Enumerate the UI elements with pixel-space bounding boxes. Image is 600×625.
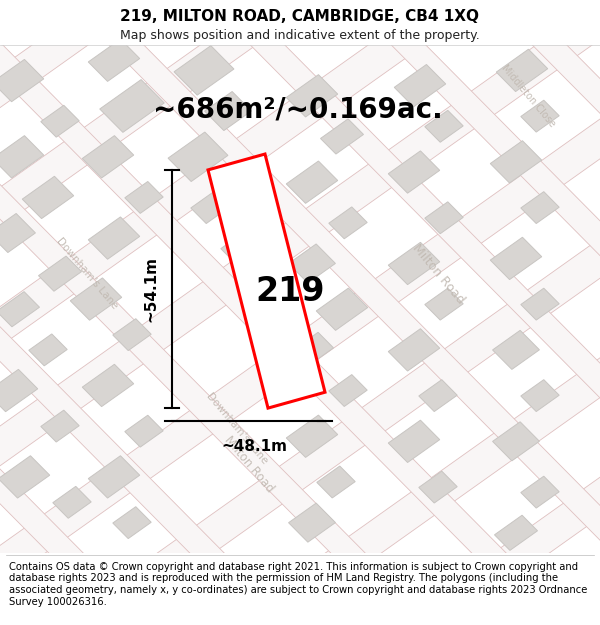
Polygon shape bbox=[116, 0, 600, 545]
Polygon shape bbox=[191, 192, 229, 224]
Polygon shape bbox=[388, 242, 440, 284]
Polygon shape bbox=[82, 136, 134, 178]
Polygon shape bbox=[38, 256, 82, 291]
Polygon shape bbox=[0, 369, 38, 412]
Polygon shape bbox=[33, 0, 600, 604]
Polygon shape bbox=[394, 64, 446, 107]
Polygon shape bbox=[317, 466, 355, 498]
Polygon shape bbox=[329, 207, 367, 239]
Polygon shape bbox=[529, 0, 600, 251]
Polygon shape bbox=[329, 374, 367, 406]
Polygon shape bbox=[289, 244, 335, 283]
Text: Milton Road: Milton Road bbox=[221, 433, 277, 495]
Polygon shape bbox=[286, 74, 338, 117]
Polygon shape bbox=[521, 476, 559, 508]
Polygon shape bbox=[22, 176, 74, 219]
Polygon shape bbox=[364, 0, 600, 369]
Polygon shape bbox=[425, 111, 463, 142]
Polygon shape bbox=[0, 0, 600, 528]
Polygon shape bbox=[0, 0, 247, 108]
Polygon shape bbox=[388, 420, 440, 462]
Polygon shape bbox=[125, 181, 163, 213]
Polygon shape bbox=[53, 486, 91, 518]
Polygon shape bbox=[168, 132, 228, 181]
Polygon shape bbox=[0, 62, 600, 625]
Polygon shape bbox=[496, 49, 548, 92]
Polygon shape bbox=[0, 59, 44, 102]
Text: Downham's Lane: Downham's Lane bbox=[205, 391, 269, 466]
Polygon shape bbox=[521, 288, 559, 320]
Polygon shape bbox=[41, 410, 79, 442]
Polygon shape bbox=[0, 0, 316, 178]
Polygon shape bbox=[199, 0, 600, 486]
Polygon shape bbox=[281, 0, 600, 428]
Polygon shape bbox=[493, 331, 539, 369]
Text: ~48.1m: ~48.1m bbox=[221, 439, 287, 454]
Polygon shape bbox=[316, 288, 368, 331]
Text: Milton Road: Milton Road bbox=[409, 241, 467, 306]
Polygon shape bbox=[88, 456, 140, 498]
Polygon shape bbox=[82, 364, 134, 407]
Polygon shape bbox=[425, 288, 463, 320]
Polygon shape bbox=[490, 238, 542, 279]
Text: 219: 219 bbox=[256, 275, 325, 308]
Polygon shape bbox=[289, 503, 335, 542]
Polygon shape bbox=[174, 46, 234, 95]
Polygon shape bbox=[113, 319, 151, 351]
Polygon shape bbox=[425, 202, 463, 234]
Polygon shape bbox=[0, 292, 40, 327]
Polygon shape bbox=[521, 379, 559, 411]
Polygon shape bbox=[68, 202, 600, 625]
Polygon shape bbox=[0, 164, 328, 625]
Polygon shape bbox=[521, 100, 559, 132]
Polygon shape bbox=[0, 0, 576, 625]
Polygon shape bbox=[419, 471, 457, 503]
Polygon shape bbox=[125, 415, 163, 447]
Polygon shape bbox=[493, 422, 539, 461]
Polygon shape bbox=[100, 79, 164, 132]
Polygon shape bbox=[0, 46, 494, 625]
Polygon shape bbox=[494, 515, 538, 551]
Polygon shape bbox=[290, 332, 334, 367]
Polygon shape bbox=[88, 39, 140, 81]
Polygon shape bbox=[0, 105, 411, 625]
Polygon shape bbox=[388, 151, 440, 193]
Text: ~54.1m: ~54.1m bbox=[144, 256, 159, 322]
Polygon shape bbox=[490, 141, 542, 183]
Polygon shape bbox=[0, 0, 386, 248]
Polygon shape bbox=[521, 192, 559, 224]
Polygon shape bbox=[446, 0, 600, 310]
Text: Map shows position and indicative extent of the property.: Map shows position and indicative extent… bbox=[120, 29, 480, 42]
Polygon shape bbox=[0, 0, 600, 598]
Polygon shape bbox=[221, 232, 259, 264]
Polygon shape bbox=[88, 217, 140, 259]
Polygon shape bbox=[208, 154, 325, 408]
Polygon shape bbox=[205, 91, 251, 131]
Polygon shape bbox=[0, 456, 50, 498]
Polygon shape bbox=[286, 415, 338, 458]
Polygon shape bbox=[70, 278, 122, 320]
Polygon shape bbox=[29, 334, 67, 366]
Polygon shape bbox=[0, 0, 455, 318]
Polygon shape bbox=[137, 272, 600, 625]
Polygon shape bbox=[0, 0, 594, 458]
Text: Middleton Close: Middleton Close bbox=[499, 62, 557, 129]
Polygon shape bbox=[113, 507, 151, 539]
Polygon shape bbox=[388, 329, 440, 371]
Polygon shape bbox=[0, 214, 35, 253]
Text: 219, MILTON ROAD, CAMBRIDGE, CB4 1XQ: 219, MILTON ROAD, CAMBRIDGE, CB4 1XQ bbox=[121, 9, 479, 24]
Text: Contains OS data © Crown copyright and database right 2021. This information is : Contains OS data © Crown copyright and d… bbox=[9, 562, 587, 606]
Polygon shape bbox=[0, 136, 44, 178]
Polygon shape bbox=[419, 379, 457, 411]
Polygon shape bbox=[0, 132, 600, 625]
Polygon shape bbox=[0, 0, 524, 388]
Polygon shape bbox=[320, 119, 364, 154]
Text: Downham's Lane: Downham's Lane bbox=[55, 236, 119, 311]
Text: ~686m²/~0.169ac.: ~686m²/~0.169ac. bbox=[153, 96, 443, 124]
Polygon shape bbox=[286, 161, 338, 203]
Polygon shape bbox=[41, 105, 79, 137]
